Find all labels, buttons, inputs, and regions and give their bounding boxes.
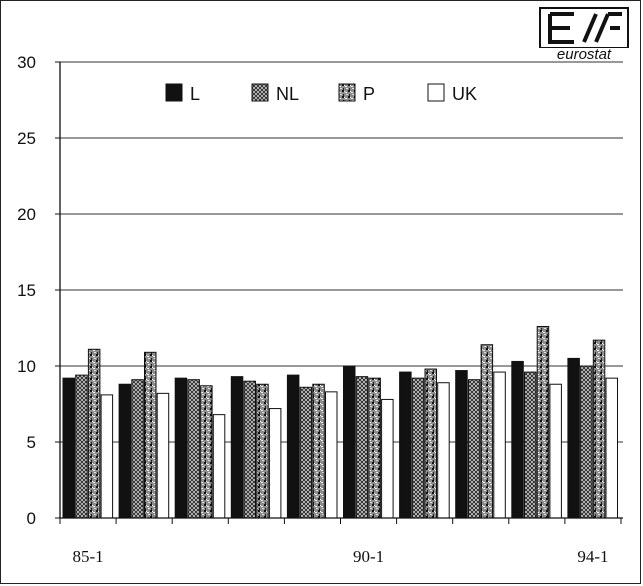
y-tick-label: 20 [17, 205, 36, 224]
bar-l [567, 357, 580, 519]
bar-p [87, 348, 101, 519]
bar-p [536, 325, 550, 519]
legend-item-l: L [165, 83, 200, 104]
bar-l [174, 377, 188, 519]
y-tick-label: 15 [17, 281, 36, 300]
bar-l [62, 377, 75, 519]
bar-nl [243, 380, 256, 519]
bar-l [399, 371, 412, 519]
legend-label: L [190, 84, 200, 104]
bar-p [592, 339, 606, 519]
bar-uk [605, 377, 618, 519]
bar-uk [268, 408, 282, 519]
bar-p [480, 344, 494, 519]
bar-l [511, 360, 524, 519]
bar-p [312, 383, 325, 519]
bar-l [286, 374, 300, 519]
bar-p [368, 377, 381, 519]
bar-uk [381, 398, 394, 519]
bar-nl [187, 379, 200, 519]
y-tick-label: 10 [17, 357, 36, 376]
bar-p [256, 383, 269, 519]
bar-nl [411, 377, 425, 519]
bar-nl [355, 376, 369, 519]
legend-item-nl: NL [251, 83, 299, 104]
bar-uk [549, 383, 562, 519]
bar-l [118, 383, 132, 519]
y-tick-label: 25 [17, 129, 36, 148]
bar-l [343, 365, 356, 519]
bar-nl [299, 386, 313, 519]
x-tick-label: 85-1 [72, 547, 103, 566]
eurostat-logo-text: eurostat [556, 46, 612, 63]
legend-label: NL [276, 84, 299, 104]
bar-nl [467, 379, 481, 519]
bar-uk [493, 371, 506, 519]
legend-swatch [251, 83, 269, 102]
y-tick-label: 0 [27, 509, 36, 528]
legend-label: UK [452, 84, 477, 104]
x-tick-label: 90-1 [353, 547, 384, 566]
eurostat-emblem-icon [539, 7, 629, 49]
eurostat-logo: eurostat [536, 6, 632, 64]
bar-l [455, 370, 468, 519]
bar-p [144, 351, 157, 519]
bar-p [424, 368, 437, 519]
bar-uk [100, 394, 114, 519]
legend-swatch [338, 83, 356, 102]
bar-nl [524, 371, 537, 519]
legend-swatch [427, 83, 445, 102]
legend-item-p: P [338, 83, 375, 104]
bar-uk [325, 391, 338, 519]
legend-swatch [165, 83, 183, 102]
bar-p [200, 385, 213, 519]
legend-item-uk: UK [427, 83, 477, 104]
y-tick-label: 5 [27, 433, 36, 452]
bar-uk [156, 392, 170, 519]
x-tick-label: 94-1 [577, 547, 608, 566]
legend-label: P [363, 84, 375, 104]
bar-nl [75, 374, 88, 519]
y-tick-label: 30 [17, 53, 36, 72]
bar-nl [580, 365, 593, 519]
bar-l [230, 376, 244, 519]
bar-uk [212, 414, 226, 519]
bar-uk [437, 382, 450, 519]
bar-nl [131, 379, 144, 519]
